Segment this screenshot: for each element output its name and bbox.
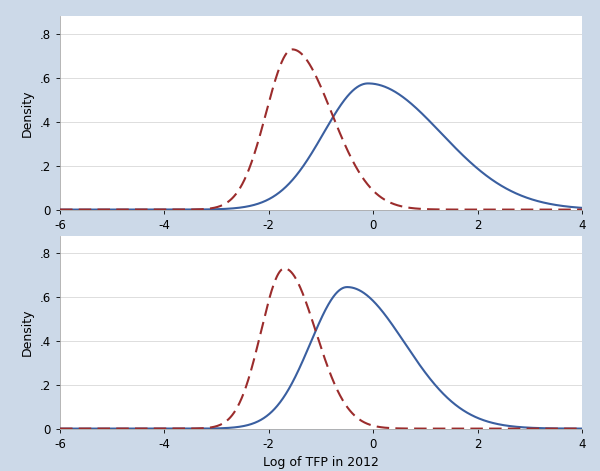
X-axis label: Log of TFP in 2012: Log of TFP in 2012	[263, 456, 379, 469]
Y-axis label: Density: Density	[21, 89, 34, 137]
Y-axis label: Density: Density	[21, 309, 34, 356]
Legend: GVC firm, non-GVC firm: GVC firm, non-GVC firm	[185, 258, 457, 284]
X-axis label: Log of TFP in 2000: Log of TFP in 2000	[263, 237, 379, 250]
